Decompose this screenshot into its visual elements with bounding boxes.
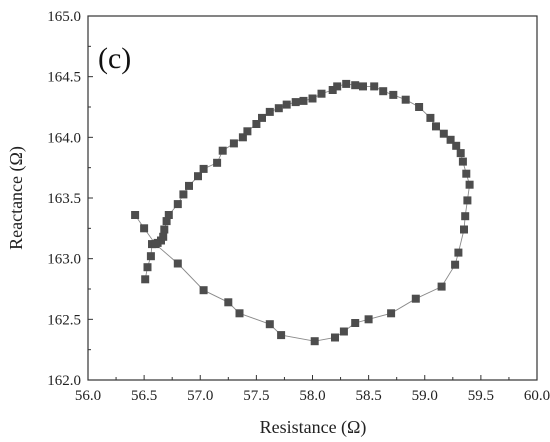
x-tick-label: 58.0 [299, 388, 325, 404]
data-point [411, 294, 420, 303]
y-tick-label: 164.0 [47, 130, 81, 146]
data-point [389, 90, 398, 99]
y-axis-title: Reactance (Ω) [6, 146, 27, 250]
data-point [458, 157, 467, 166]
data-point [339, 327, 348, 336]
data-point [387, 309, 396, 318]
data-point [317, 89, 326, 98]
x-tick-label: 59.0 [412, 388, 438, 404]
data-point [310, 337, 319, 346]
data-point [446, 135, 455, 144]
data-point [224, 298, 233, 307]
data-point [164, 211, 173, 219]
data-point [437, 282, 446, 291]
data-point [265, 320, 274, 329]
series-line [134, 83, 471, 342]
data-point [265, 107, 274, 116]
y-tick-label: 162.0 [47, 373, 81, 389]
data-point [141, 275, 150, 284]
data-point [160, 225, 169, 234]
data-point [463, 196, 472, 205]
data-point [274, 104, 283, 113]
data-point [218, 146, 227, 155]
data-point [291, 98, 300, 107]
data-point [452, 141, 461, 150]
data-point [258, 113, 266, 122]
data-point [199, 286, 208, 295]
data-point [432, 122, 440, 131]
data-point [238, 133, 247, 142]
data-point [252, 120, 261, 128]
y-tick-label: 163.0 [47, 252, 81, 268]
data-point [179, 190, 188, 199]
data-point [299, 96, 308, 105]
x-tick-label: 60.0 [524, 388, 550, 404]
data-point [243, 127, 252, 136]
data-point [185, 181, 193, 190]
data-point [140, 224, 149, 233]
data-point [451, 260, 460, 269]
data-point [342, 79, 351, 88]
data-point [465, 180, 474, 189]
y-tick-label: 162.5 [47, 312, 81, 328]
data-point [162, 217, 171, 226]
data-point [131, 211, 140, 219]
data-point [151, 240, 160, 249]
data-point [143, 263, 152, 272]
data-point [333, 82, 342, 91]
data-point [308, 94, 317, 103]
data-point [159, 232, 168, 241]
x-tick-label: 57.0 [187, 388, 213, 404]
data-points [131, 79, 474, 346]
data-point [351, 81, 360, 90]
data-point [359, 82, 367, 91]
series-path [134, 83, 471, 342]
data-point [456, 149, 465, 158]
y-tick-label: 164.5 [47, 70, 81, 86]
data-point [370, 82, 379, 91]
data-point [282, 100, 291, 109]
data-point [351, 319, 360, 327]
data-point [328, 86, 337, 94]
panel-label: (c) [98, 42, 131, 75]
data-point [460, 225, 468, 234]
data-point [173, 259, 182, 268]
y-tick-label: 163.5 [47, 191, 81, 207]
x-tick-label: 58.5 [356, 388, 382, 404]
x-tick-label: 57.5 [243, 388, 269, 404]
data-point [235, 309, 244, 318]
data-point [415, 103, 424, 111]
data-point [454, 248, 463, 257]
data-point [277, 331, 286, 340]
axis-ticks: 56.0 56.5 57.0 57.5 58.0 58.5 59.0 59.5 60.0 162.… [47, 9, 550, 404]
data-point [194, 172, 202, 181]
data-point [461, 212, 470, 221]
data-point [439, 129, 448, 138]
x-tick-label: 59.5 [468, 388, 494, 404]
x-axis-title: Resistance (Ω) [260, 417, 367, 438]
data-point [401, 95, 410, 104]
x-tick-label: 56.5 [131, 388, 157, 404]
data-point [199, 164, 208, 173]
data-point [173, 200, 182, 209]
data-point [229, 139, 238, 148]
x-tick-label: 56.0 [75, 388, 101, 404]
data-point [146, 252, 155, 261]
data-point [213, 158, 222, 167]
data-point [364, 315, 373, 324]
data-point [426, 113, 435, 122]
data-point [462, 169, 471, 178]
y-tick-label: 165.0 [47, 9, 81, 25]
data-point [379, 87, 388, 96]
data-point [331, 333, 339, 342]
